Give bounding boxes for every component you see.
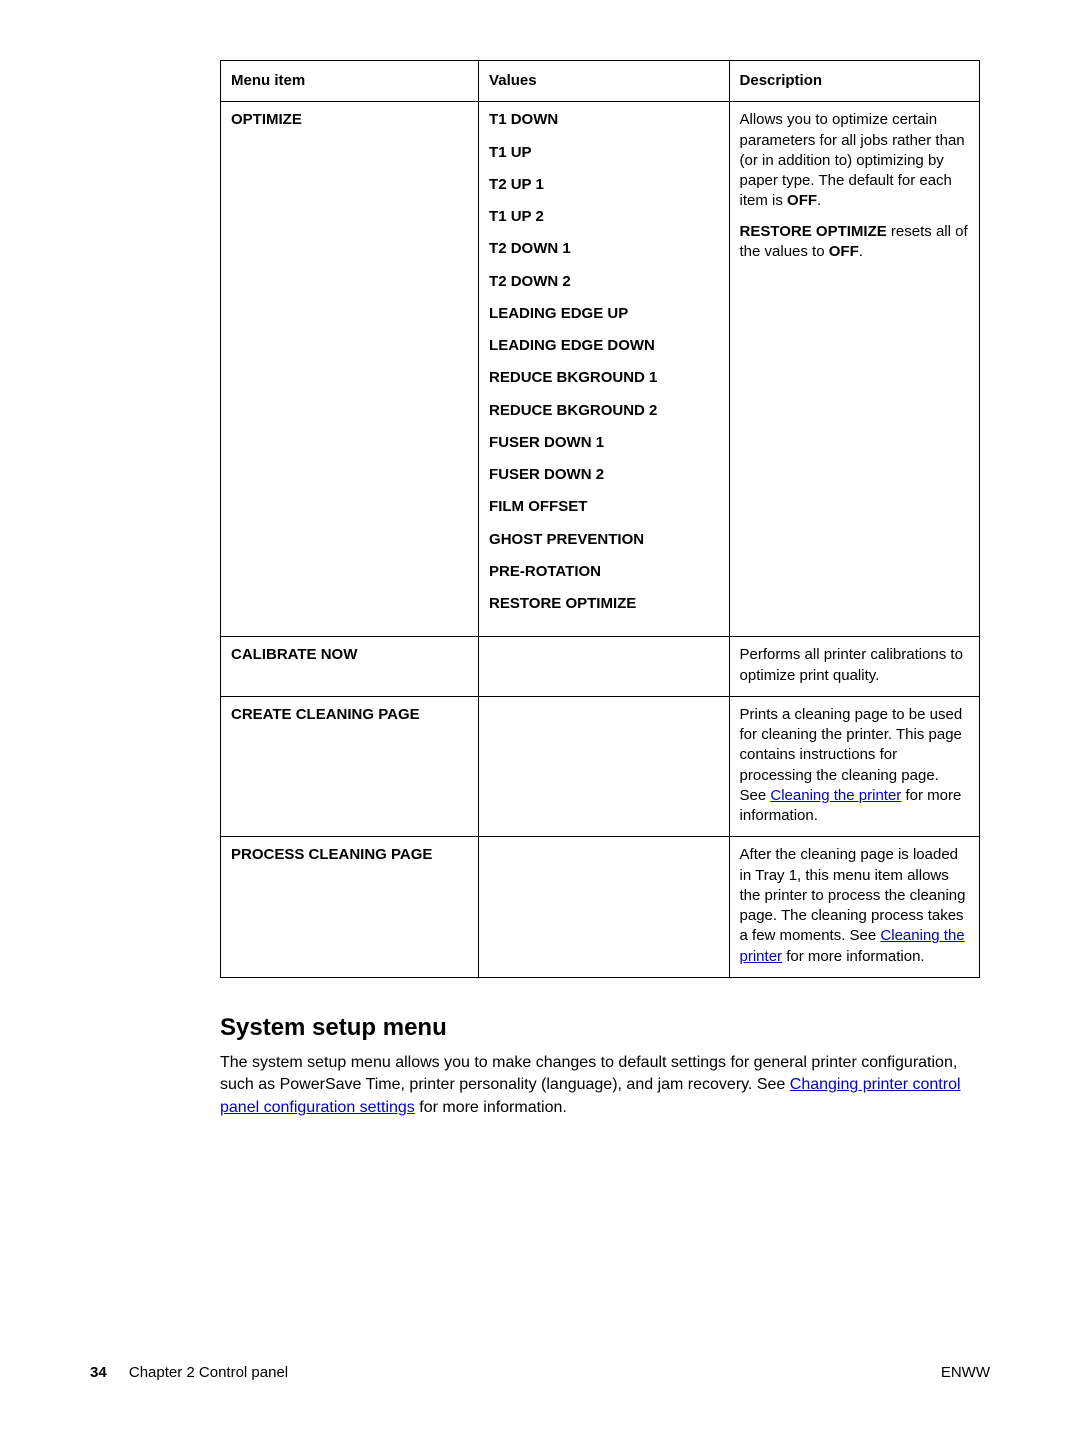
value-item: T1 UP 2: [489, 207, 718, 227]
table-row: CALIBRATE NOW Performs all printer calib…: [221, 637, 980, 697]
desc-bold: OFF: [829, 243, 859, 260]
value-item: T2 DOWN 1: [489, 239, 718, 259]
col-header-menu: Menu item: [221, 61, 479, 102]
value-item: T1 DOWN: [489, 110, 718, 130]
table-row: CREATE CLEANING PAGE Prints a cleaning p…: [221, 696, 980, 837]
desc-text: Allows you to optimize certain parameter…: [740, 111, 965, 209]
body-text: for more information.: [415, 1099, 567, 1116]
values-cell: [479, 637, 729, 697]
value-item: LEADING EDGE UP: [489, 304, 718, 324]
page-number: 34: [90, 1364, 107, 1381]
section-title: System setup menu: [220, 1014, 990, 1042]
desc-bold: OFF: [787, 192, 817, 209]
value-item: FILM OFFSET: [489, 497, 718, 517]
desc-text: .: [859, 243, 863, 260]
desc-bold: RESTORE OPTIMIZE: [740, 223, 887, 240]
menu-item-calibrate: CALIBRATE NOW: [221, 637, 479, 697]
page-footer: 34 Chapter 2 Control panel ENWW: [90, 1364, 990, 1381]
col-header-values: Values: [479, 61, 729, 102]
menu-item-optimize: OPTIMIZE: [221, 102, 479, 637]
menu-item-process-cleaning: PROCESS CLEANING PAGE: [221, 837, 479, 978]
values-cell: [479, 696, 729, 837]
values-cell: [479, 837, 729, 978]
value-item: GHOST PREVENTION: [489, 530, 718, 550]
menu-table: Menu item Values Description OPTIMIZE T1…: [220, 60, 980, 978]
description-cell: After the cleaning page is loaded in Tra…: [729, 837, 979, 978]
description-cell: Allows you to optimize certain parameter…: [729, 102, 979, 637]
value-item: LEADING EDGE DOWN: [489, 336, 718, 356]
desc-text: .: [817, 192, 821, 209]
value-item: T2 DOWN 2: [489, 272, 718, 292]
values-cell: T1 DOWN T1 UP T2 UP 1 T1 UP 2 T2 DOWN 1 T2 DO…: [479, 102, 729, 637]
table-row: PROCESS CLEANING PAGE After the cleaning…: [221, 837, 980, 978]
section-body: The system setup menu allows you to make…: [220, 1052, 990, 1119]
menu-item-create-cleaning: CREATE CLEANING PAGE: [221, 696, 479, 837]
col-header-description: Description: [729, 61, 979, 102]
value-item: REDUCE BKGROUND 2: [489, 401, 718, 421]
value-item: T2 UP 1: [489, 175, 718, 195]
chapter-label: Chapter 2 Control panel: [129, 1364, 288, 1381]
value-item: FUSER DOWN 2: [489, 465, 718, 485]
value-item: RESTORE OPTIMIZE: [489, 594, 718, 614]
description-cell: Performs all printer calibrations to opt…: [729, 637, 979, 697]
value-item: PRE-ROTATION: [489, 562, 718, 582]
value-item: FUSER DOWN 1: [489, 433, 718, 453]
value-item: T1 UP: [489, 143, 718, 163]
table-header-row: Menu item Values Description: [221, 61, 980, 102]
table-row: OPTIMIZE T1 DOWN T1 UP T2 UP 1 T1 UP 2 T2 DO…: [221, 102, 980, 637]
cleaning-printer-link[interactable]: Cleaning the printer: [770, 787, 901, 804]
value-item: REDUCE BKGROUND 1: [489, 368, 718, 388]
footer-right: ENWW: [941, 1364, 990, 1381]
description-cell: Prints a cleaning page to be used for cl…: [729, 696, 979, 837]
desc-text: for more information.: [782, 948, 925, 965]
